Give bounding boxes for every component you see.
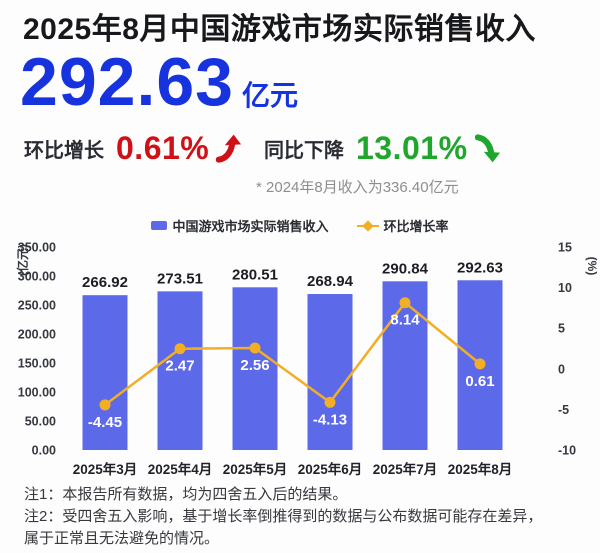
yoy-decline-label: 同比下降 — [264, 140, 344, 162]
revenue-value: 292.63 — [20, 44, 234, 120]
footer-notes: 注1：本报告所有数据，均为四舍五入后的结果。 注2：受四舍五入影响，基于增长率倒… — [24, 484, 542, 550]
left-axis-tick: 350.00 — [18, 241, 56, 255]
bar-value-label: 290.84 — [382, 260, 429, 277]
revenue-bar — [307, 294, 353, 450]
growth-rate-line — [104, 300, 481, 406]
chart-legend: 中国游戏市场实际销售收入 环比增长率 — [0, 216, 600, 235]
x-axis-label: 2025年7月 — [373, 461, 438, 477]
yoy-decline-value: 13.01% — [356, 130, 468, 166]
bar-series-swatch-icon — [151, 221, 168, 230]
revenue-bar — [157, 291, 203, 450]
note-2: 注2：受四舍五入影响，基于增长率倒推得到的数据与公布数据可能存在差异， — [24, 508, 543, 525]
growth-rate-point — [324, 396, 336, 408]
left-axis-tick: 150.00 — [18, 357, 56, 371]
right-axis-tick: 0 — [558, 362, 565, 376]
x-axis-label: 2025年5月 — [223, 461, 288, 477]
right-axis-tick: -10 — [558, 444, 576, 458]
mom-growth-stat: 环比增长 0.61% — [24, 130, 242, 167]
growth-rate-value-label: 0.61 — [465, 373, 494, 390]
x-axis-label: 2025年4月 — [148, 461, 213, 477]
down-arrow-icon — [474, 134, 500, 163]
note-2-continued: 属于正常且无法避免的情况。 — [24, 530, 220, 547]
growth-rate-point — [174, 343, 186, 355]
growth-rate-point — [99, 399, 111, 411]
revenue-headline: 292.63 亿元 — [20, 44, 298, 120]
revenue-chart-section: 中国游戏市场实际销售收入 环比增长率 350.00 300.00 250.00 200… — [0, 210, 600, 498]
note-1: 注1：本报告所有数据，均为四舍五入后的结果。 — [24, 486, 348, 503]
x-axis-label: 2025年6月 — [298, 461, 363, 477]
left-axis-unit: (亿元) — [15, 244, 30, 276]
line-series-marker-icon — [356, 219, 379, 232]
growth-stats-row: 环比增长 0.61% 同比下降 13.01% — [24, 130, 584, 170]
right-axis-unit: (%) — [585, 257, 599, 276]
revenue-unit: 亿元 — [241, 80, 298, 111]
mom-growth-label: 环比增长 — [24, 140, 104, 162]
growth-rate-value-label: 8.14 — [390, 312, 420, 329]
x-axis-label: 2025年8月 — [448, 461, 513, 477]
growth-rate-point — [474, 358, 486, 370]
x-axis-label: 2025年3月 — [73, 461, 138, 477]
growth-rate-point — [249, 342, 261, 354]
bar-value-label: 266.92 — [82, 274, 128, 291]
revenue-chart: 350.00300.00250.00200.00150.00100.0050.0… — [15, 241, 599, 478]
revenue-bar — [232, 287, 278, 450]
left-axis-tick: 100.00 — [18, 386, 56, 400]
bar-value-label: 292.63 — [457, 259, 503, 276]
up-arrow-icon — [216, 134, 242, 163]
bar-value-label: 273.51 — [157, 270, 203, 287]
growth-rate-value-label: -4.13 — [313, 411, 347, 428]
left-axis-tick: 0.00 — [32, 444, 56, 458]
right-axis-tick: 15 — [558, 241, 572, 255]
right-axis-tick: 10 — [558, 281, 572, 295]
bar-value-label: 280.51 — [232, 266, 278, 283]
legend-item-growth-rate: 环比增长率 — [356, 216, 449, 235]
growth-rate-value-label: 2.47 — [165, 358, 194, 375]
yoy-decline-stat: 同比下降 13.01% — [264, 130, 501, 167]
bar-value-label: 268.94 — [307, 273, 354, 290]
left-axis-tick: 300.00 — [18, 270, 56, 284]
mom-growth-value: 0.61% — [116, 130, 210, 166]
revenue-bar — [382, 281, 428, 450]
growth-rate-value-label: -4.45 — [88, 414, 122, 431]
right-axis-tick: -5 — [558, 403, 569, 417]
left-axis-tick: 250.00 — [18, 299, 56, 313]
growth-rate-point — [399, 297, 411, 309]
right-axis-tick: 5 — [558, 322, 565, 336]
growth-rate-value-label: 2.56 — [240, 357, 269, 374]
left-axis-tick: 200.00 — [18, 328, 56, 342]
yoy-footnote: * 2024年8月收入为336.40亿元 — [256, 179, 459, 196]
bar-series-label: 中国游戏市场实际销售收入 — [172, 219, 329, 234]
line-series-label: 环比增长率 — [383, 219, 449, 234]
legend-item-revenue: 中国游戏市场实际销售收入 — [151, 216, 329, 235]
left-axis-tick: 50.00 — [25, 415, 56, 429]
page-title: 2025年8月中国游戏市场实际销售收入 — [23, 13, 536, 46]
revenue-bar — [82, 295, 128, 450]
